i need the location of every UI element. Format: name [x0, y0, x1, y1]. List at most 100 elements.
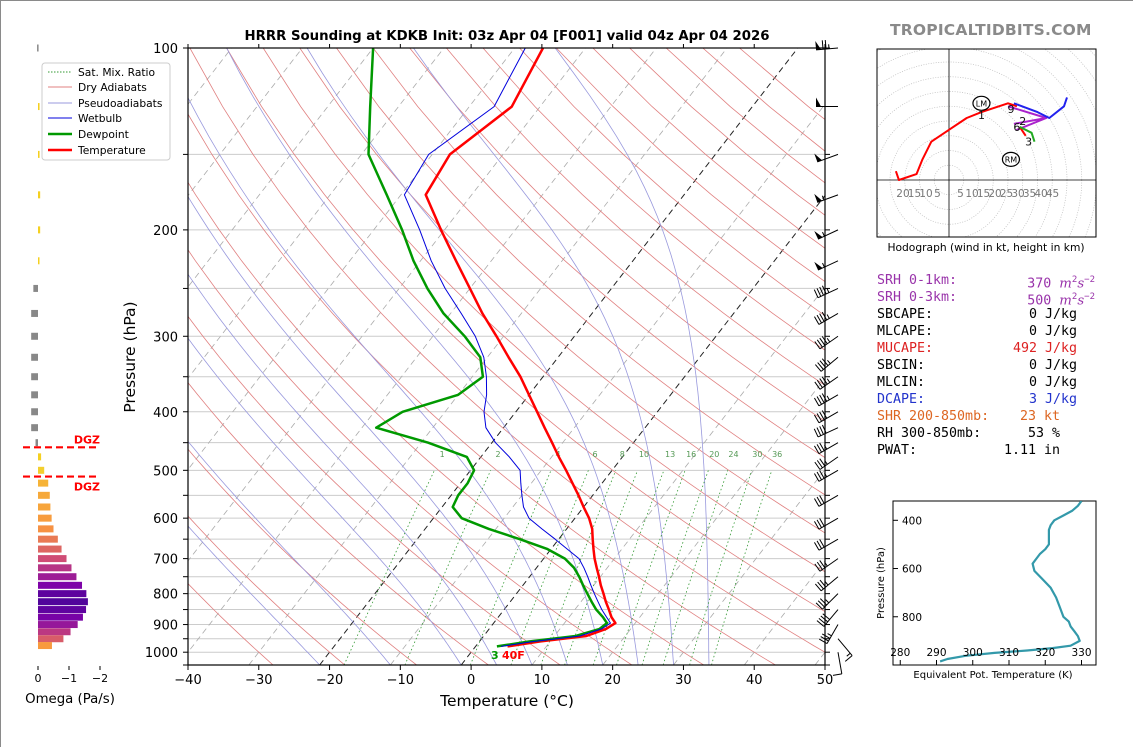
theta-e-x-tick-label: 310 [999, 647, 1019, 659]
brand-logo: TROPICALTIDBITS.COM [890, 21, 1092, 39]
stat-row: SBCAPE: 0 J/kg [877, 306, 1097, 323]
moist-adiabat-line [306, 48, 639, 665]
wind-barb-staff [817, 194, 839, 203]
x-tick-label: −20 [316, 673, 343, 688]
omega-bar [38, 545, 62, 553]
stat-label: SHR 200-850mb: [877, 409, 990, 424]
wind-barb [814, 229, 839, 240]
wind-barb-staff [820, 356, 839, 372]
isotherm-line [0, 48, 19, 665]
wind-barb-flag [814, 193, 823, 203]
wind-barb-staff [820, 576, 839, 592]
wind-barb-full [824, 40, 827, 50]
stat-unit: s [1077, 293, 1085, 309]
stat-label: SBCAPE: [877, 307, 934, 322]
omega-bar [38, 191, 41, 199]
wind-barb-full [816, 540, 822, 549]
wind-barb-full [816, 620, 825, 627]
moist-adiabat-line [413, 48, 674, 665]
wind-barb-full [819, 518, 825, 527]
wind-barb-full [817, 600, 825, 608]
wind-barb-half [822, 231, 825, 237]
wind-barb-full [816, 460, 823, 469]
omega-bar [38, 621, 78, 629]
wind-barb-full [814, 316, 820, 325]
wind-barb [814, 153, 839, 163]
wind-barb-half [826, 378, 831, 383]
hodograph-ring-label: 15 [908, 188, 921, 200]
wind-barb-full [814, 381, 821, 390]
y-tick-label: 100 [153, 42, 178, 57]
hodograph-ring-label: 20 [896, 188, 909, 200]
mixing-ratio-line [404, 470, 492, 665]
omega-bar [31, 391, 38, 399]
wind-barb-full [818, 638, 828, 645]
stat-row: PWAT: 1.11 in [877, 442, 1097, 459]
omega-bar [38, 535, 58, 543]
wind-barb-half [821, 195, 825, 201]
hodograph-ring-label: 40 [1034, 188, 1047, 200]
wind-barb-full [814, 397, 820, 407]
stat-label: DCAPE: [877, 392, 926, 407]
stat-exponent: −2 [1084, 275, 1095, 285]
stat-row: SHR 200-850mb: 23 kt [877, 408, 1097, 425]
hodograph-height-label: 1 [978, 109, 985, 122]
mixing-ratio-line [540, 470, 617, 665]
dry-adiabat-line [188, 113, 776, 665]
theta-e-xlabel: Equivalent Pot. Temperature (K) [913, 670, 1072, 681]
wind-barb-full [821, 376, 828, 385]
y-tick-label: 900 [153, 619, 178, 634]
wind-barb-flag [815, 40, 822, 50]
wind-barb-full [819, 458, 826, 467]
skewt-title: HRRR Sounding at KDKB Init: 03z Apr 04 [… [245, 29, 770, 44]
wind-barb-half [824, 460, 828, 465]
wind-barb-full [819, 394, 825, 404]
wind-barb [818, 624, 839, 645]
legend-label-mixing: Sat. Mix. Ratio [78, 66, 155, 79]
dry-adiabat-line [372, 48, 825, 459]
wind-barb-flag [814, 153, 823, 162]
dry-adiabat-line [519, 48, 825, 317]
isotherm-line [188, 48, 516, 471]
wind-barb [815, 40, 839, 51]
wind-barb-staff [837, 652, 843, 674]
wind-barb [815, 593, 839, 610]
theta-e-line [939, 501, 1083, 663]
wind-barb-full [817, 581, 824, 590]
hodograph-border [876, 48, 1097, 238]
stat-label: SBCIN: [877, 358, 926, 373]
wind-barb-half [824, 472, 828, 478]
wind-barb-full [814, 414, 820, 424]
x-tick-label: −30 [245, 673, 272, 688]
theta-e-x-tick-label: 320 [1035, 647, 1055, 659]
stat-label: MLCIN: [877, 375, 926, 390]
dry-adiabat-line [262, 48, 825, 573]
stat-label: SRH 0-1km: [877, 273, 958, 288]
dry-adiabat-line [188, 583, 274, 665]
wind-barb-full [821, 336, 828, 345]
omega-bar [38, 150, 40, 158]
omega-bar [38, 598, 88, 606]
surface-labels: 3 40F [491, 649, 525, 662]
wind-barb-full [832, 673, 842, 676]
mixing-ratio-label: 16 [686, 450, 696, 459]
stat-exponent: 2 [1071, 292, 1078, 302]
dry-adiabat-line [189, 48, 825, 653]
wind-barb-full [813, 289, 819, 298]
wind-barb-full [813, 428, 819, 438]
wind-barb-full [816, 288, 822, 297]
omega-bar [38, 606, 87, 614]
wind-barb-half [826, 314, 830, 319]
dry-adiabat-line [188, 448, 417, 665]
stat-value: 23 kt [1019, 409, 1060, 424]
omega-x-tick-label: 0 [35, 672, 42, 685]
skewt-legend: Sat. Mix. Ratio Dry Adiabats Pseudoadiab… [41, 62, 171, 161]
omega-bar [38, 226, 41, 234]
wind-barb-full [821, 633, 831, 639]
hodograph-trace [894, 102, 1018, 181]
isotherm-line [743, 560, 825, 665]
wind-barb-full [819, 442, 825, 451]
isotherm-line [188, 48, 445, 379]
